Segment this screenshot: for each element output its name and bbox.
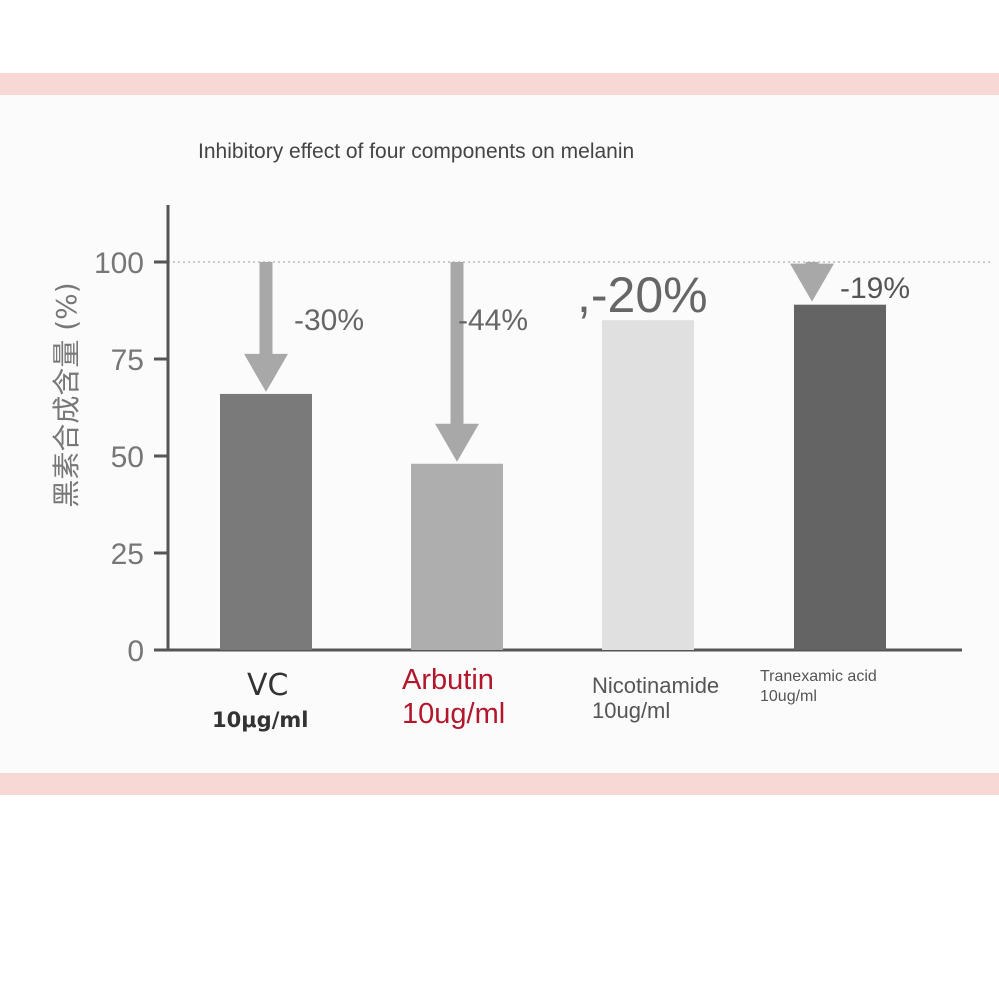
category-dose-arbutin: 10ug/ml xyxy=(402,698,506,730)
chart-title: Inhibitory effect of four components on … xyxy=(198,140,635,163)
change-label-2: -44% xyxy=(458,304,528,337)
arrow-2 xyxy=(435,262,479,462)
category-dose-tranexamic-acid: 10ug/ml xyxy=(760,688,817,705)
category-dose-vc: 10μg/ml xyxy=(212,708,309,732)
arrow-4 xyxy=(790,262,834,302)
category-label-nicotinamide: Nicotinamide xyxy=(592,673,720,698)
bar-4 xyxy=(794,304,886,650)
change-label-4: -19% xyxy=(840,272,910,305)
y-axis-label: 黑素合成含量 (%) xyxy=(50,282,83,507)
y-tick-label: 75 xyxy=(111,344,144,377)
frame-band-top xyxy=(0,73,999,95)
y-tick-label: 50 xyxy=(111,441,144,474)
change-label-3: ,-20% xyxy=(577,267,708,323)
bar-1 xyxy=(220,393,312,650)
y-tick-label: 25 xyxy=(111,538,144,571)
category-label-vc: VC xyxy=(247,668,289,703)
arrow-1 xyxy=(244,262,288,392)
category-label-tranexamic-acid: Tranexamic acid xyxy=(760,668,877,685)
y-tick-label: 100 xyxy=(94,247,144,280)
y-tick-label: 0 xyxy=(127,635,144,668)
frame-band-bottom xyxy=(0,773,999,795)
bar-2 xyxy=(411,463,503,650)
bar-3 xyxy=(602,320,694,650)
category-dose-nicotinamide: 10ug/ml xyxy=(592,698,671,723)
change-label-1: -30% xyxy=(294,304,364,337)
category-label-arbutin: Arbutin xyxy=(402,664,494,696)
